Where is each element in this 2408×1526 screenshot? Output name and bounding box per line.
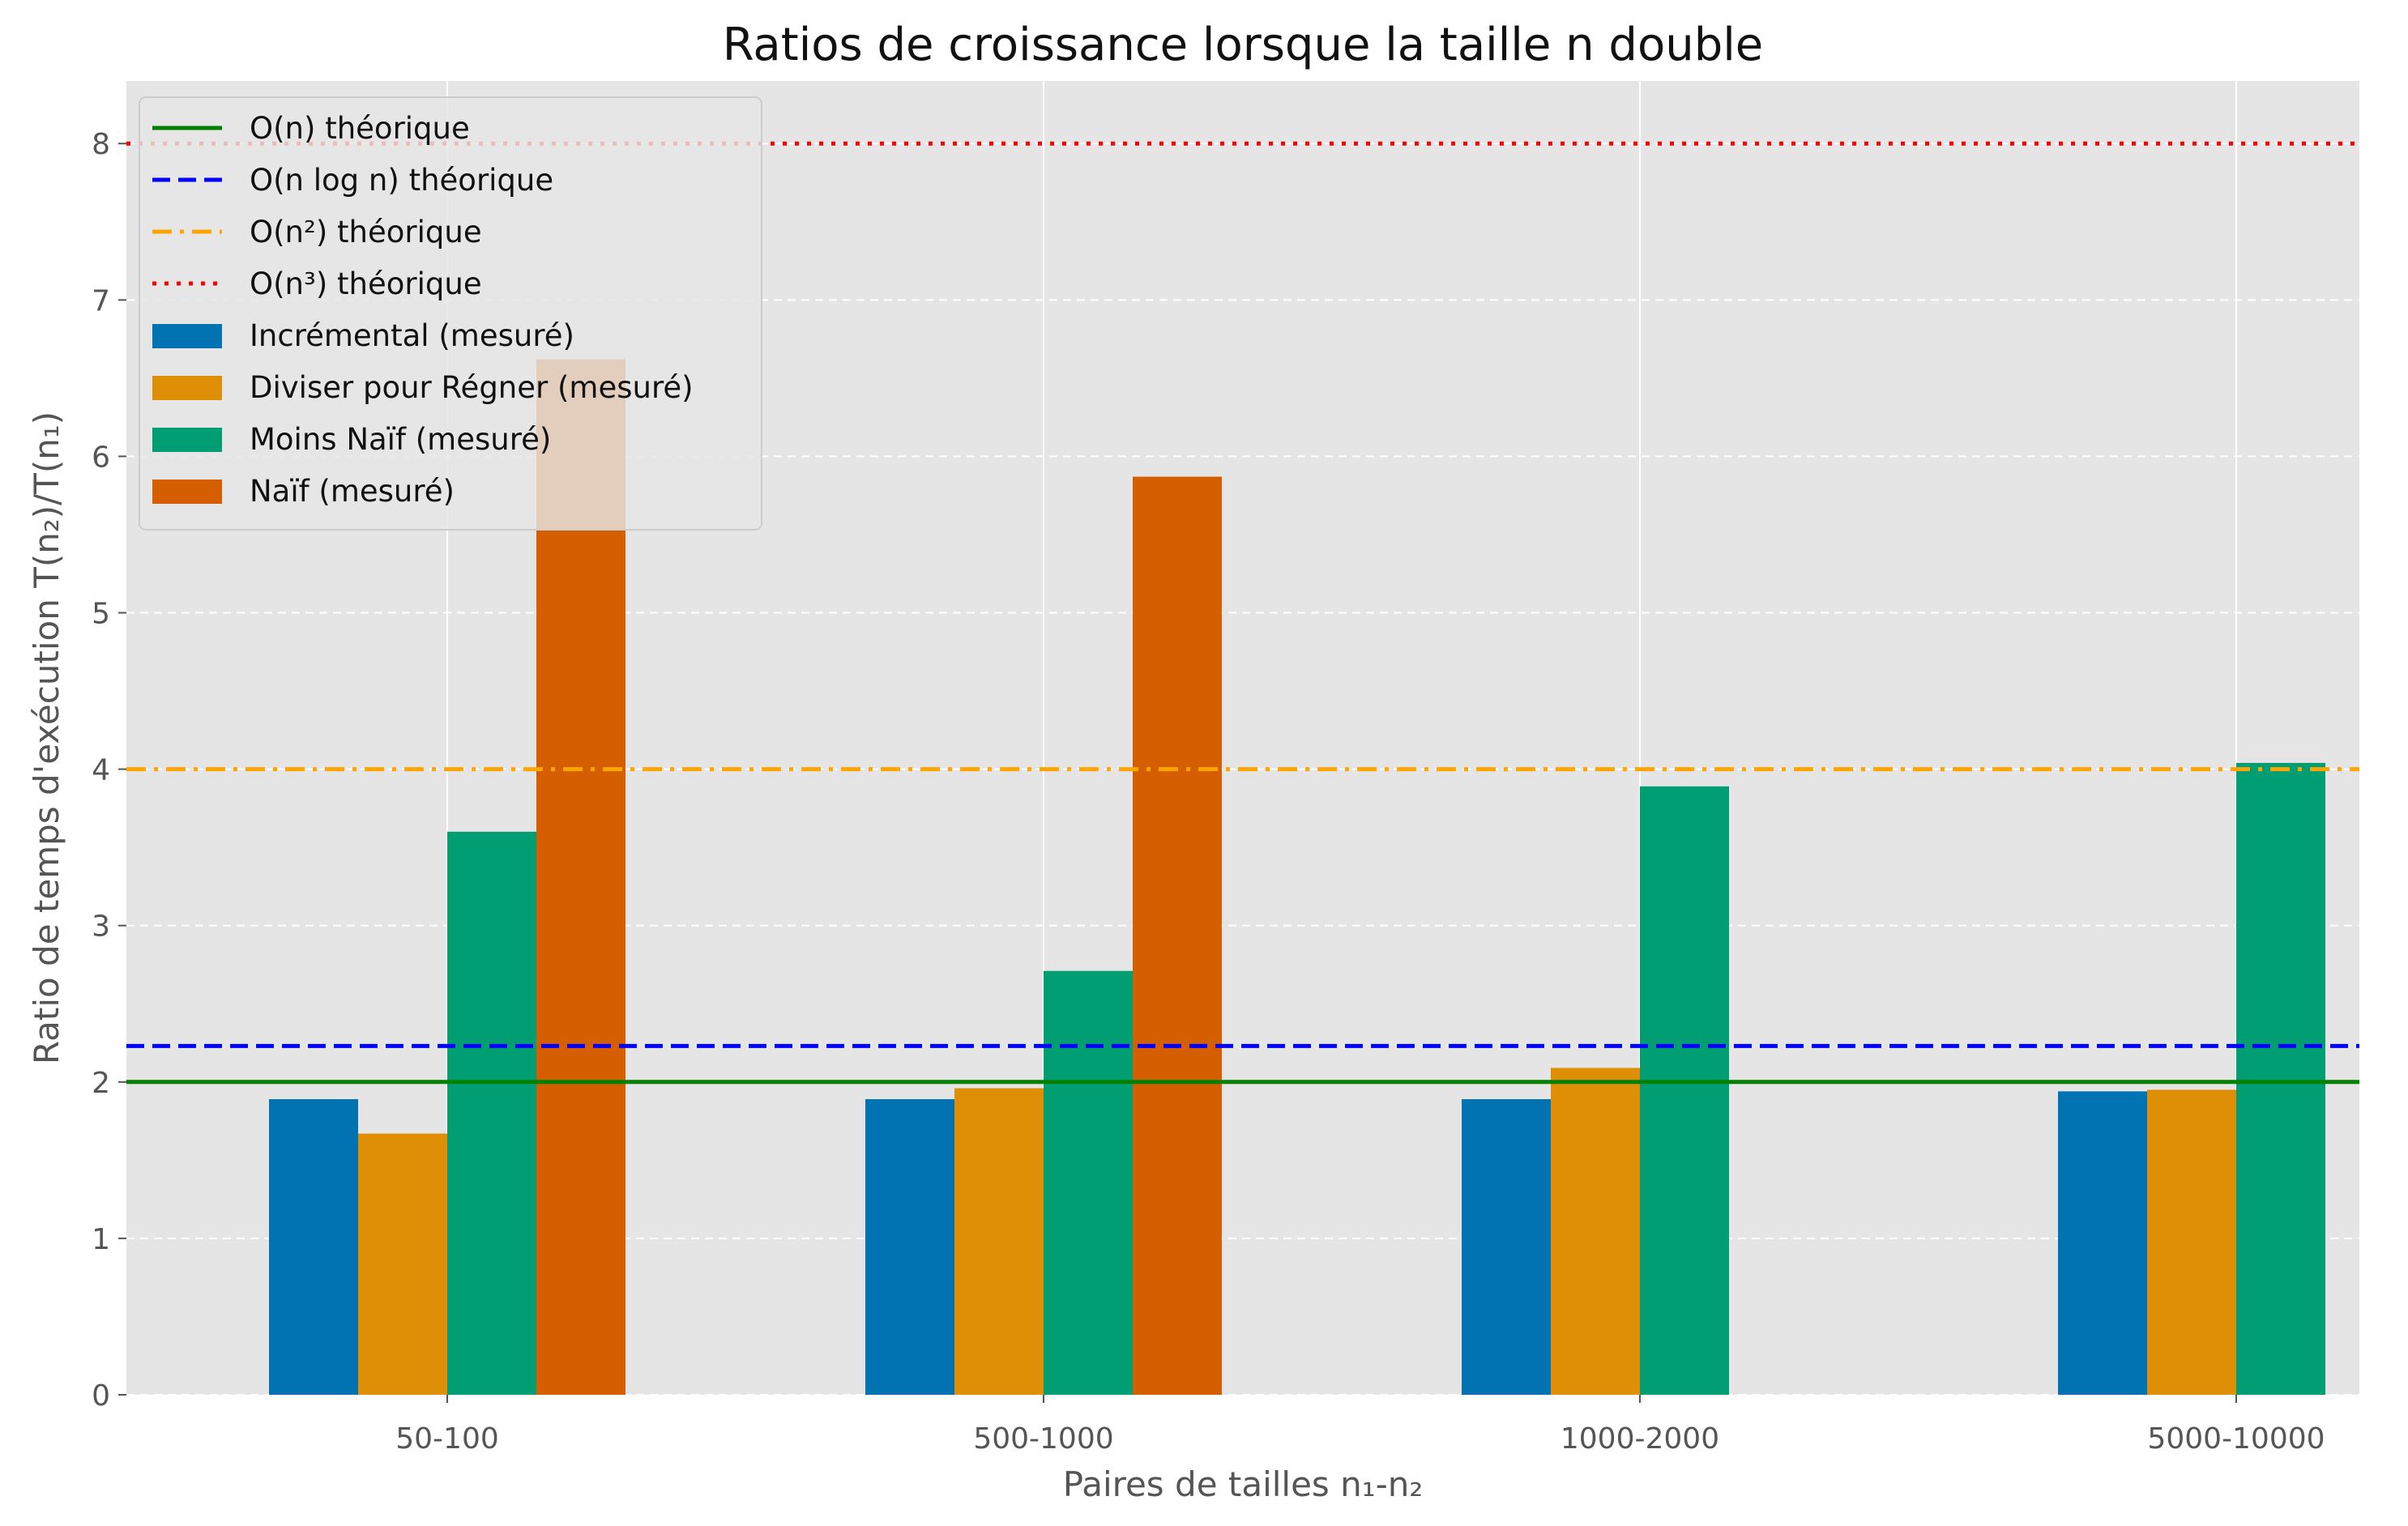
bar xyxy=(1551,1068,1640,1395)
bar xyxy=(447,831,536,1395)
y-tick-label: 6 xyxy=(92,441,110,474)
bar xyxy=(1044,970,1133,1395)
reference-lines xyxy=(126,141,2359,1085)
x-axis-label: Paires de tailles n₁-n₂ xyxy=(1063,1464,1423,1504)
x-axis-ticks: 50-100 500-1000 1000-2000 5000-10000 xyxy=(395,1395,2325,1456)
legend-bar-swatch xyxy=(152,480,222,504)
bar xyxy=(358,1133,447,1395)
legend-label: O(n²) théorique xyxy=(250,215,482,249)
legend: O(n) théorique O(n log n) théorique O(n²) … xyxy=(139,96,762,531)
legend-label: O(n) théorique xyxy=(250,111,470,146)
bar xyxy=(269,1099,358,1395)
legend-label: Moins Naïf (mesuré) xyxy=(250,422,551,457)
y-tick-label: 1 xyxy=(92,1223,110,1256)
y-axis-ticks: 0 1 2 3 4 5 6 7 8 xyxy=(92,128,126,1413)
x-tick-label: 5000-10000 xyxy=(2147,1422,2325,1456)
legend-label: Diviser pour Régner (mesuré) xyxy=(250,370,694,405)
bar xyxy=(954,1088,1044,1395)
y-tick-label: 8 xyxy=(92,128,110,161)
y-tick-label: 5 xyxy=(92,598,110,631)
y-axis-label: Ratio de temps d'exécution T(n₂)/T(n₁) xyxy=(27,411,66,1064)
bar xyxy=(865,1099,954,1395)
legend-bar-swatch xyxy=(152,428,222,452)
legend-label: Naïf (mesuré) xyxy=(250,474,455,509)
chart-title: Ratios de croissance lorsque la taille n… xyxy=(723,19,1764,71)
bar xyxy=(1462,1099,1551,1395)
y-tick-label: 2 xyxy=(92,1067,110,1100)
y-tick-label: 7 xyxy=(92,284,110,318)
y-tick-label: 4 xyxy=(92,754,110,787)
legend-label: O(n³) théorique xyxy=(250,266,482,301)
bar xyxy=(2058,1091,2147,1395)
legend-bar-swatch xyxy=(152,324,222,348)
legend-bar-swatch xyxy=(152,376,222,400)
bar xyxy=(2236,762,2325,1395)
bar xyxy=(2147,1089,2236,1395)
bar xyxy=(536,359,625,1396)
bar xyxy=(1640,786,1729,1395)
y-tick-label: 0 xyxy=(92,1379,110,1413)
legend-label: O(n log n) théorique xyxy=(250,163,553,198)
bars xyxy=(269,359,2325,1396)
bar xyxy=(1133,476,1222,1395)
y-tick-label: 3 xyxy=(92,910,110,944)
legend-frame xyxy=(139,96,762,531)
x-tick-label: 500-1000 xyxy=(973,1422,1113,1456)
x-tick-label: 50-100 xyxy=(395,1422,499,1456)
legend-label: Incrémental (mesuré) xyxy=(250,318,574,353)
x-tick-label: 1000-2000 xyxy=(1561,1422,1719,1456)
